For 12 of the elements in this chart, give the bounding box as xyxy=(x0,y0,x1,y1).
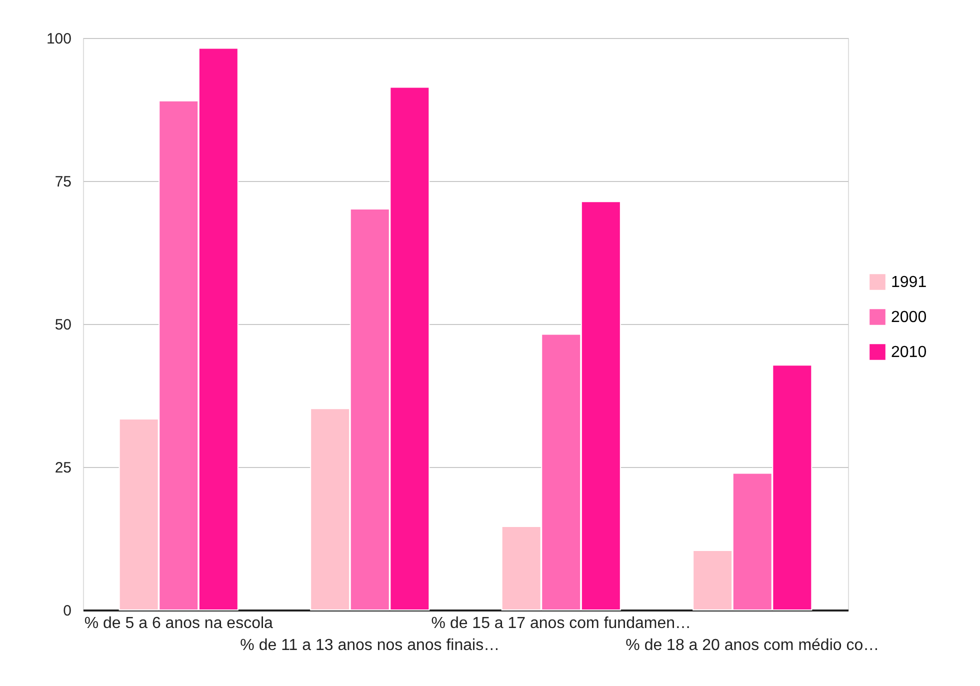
x-tick-label: % de 15 a 17 anos com fundamen… xyxy=(431,615,691,632)
legend-label: 1991 xyxy=(891,274,927,292)
x-tick-label: % de 5 a 6 anos na escola xyxy=(84,615,274,632)
y-tick-label: 75 xyxy=(54,174,72,190)
y-tick-label: 0 xyxy=(63,602,72,620)
y-tick-label: 100 xyxy=(46,30,72,48)
y-tick-label: 50 xyxy=(54,316,72,334)
x-tick-label: % de 18 a 20 anos com médio co… xyxy=(626,637,880,654)
x-tick-label: % de 11 a 13 anos nos anos finais… xyxy=(240,637,500,654)
legend-label: 2010 xyxy=(891,344,927,362)
legend-label: 2000 xyxy=(891,309,927,326)
y-tick-label: 25 xyxy=(54,460,72,476)
